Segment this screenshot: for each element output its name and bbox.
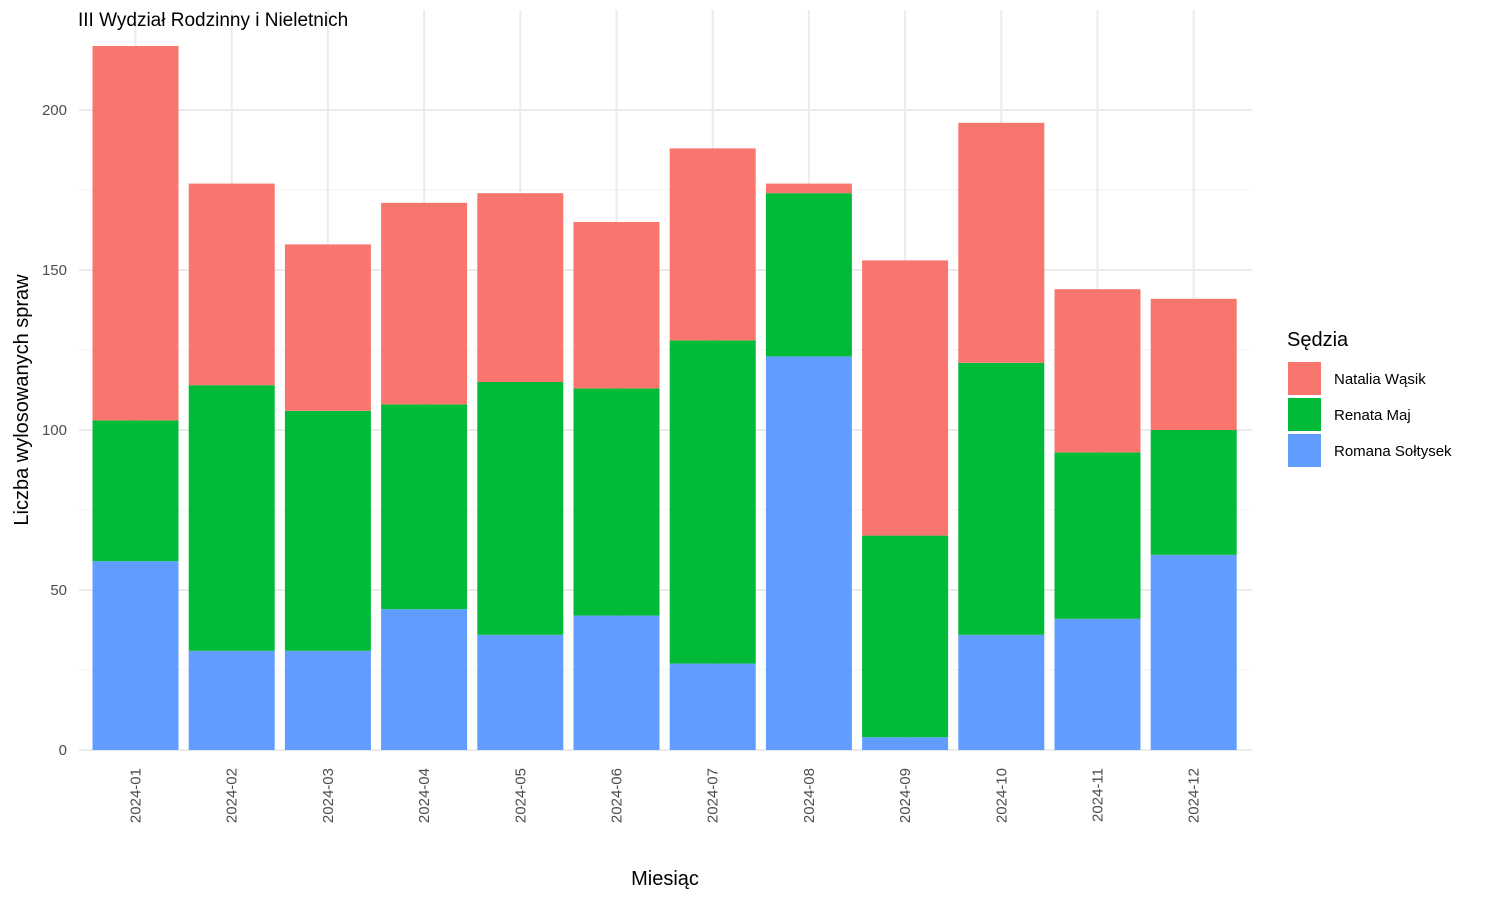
legend: Sędzia Natalia Wąsik Renata Maj Romana Soł… <box>1287 329 1452 467</box>
bar-segment-romana-sołtysek: Romana Sołtysek 2024-05: 36 <box>477 634 564 750</box>
legend-title: Sędzia <box>1287 329 1349 351</box>
legend-swatch <box>1288 434 1321 467</box>
bar-segment-natalia-wąsik: Natalia Wąsik 2024-12: 41 <box>1150 298 1237 430</box>
y-tick-label: 100 <box>42 422 67 439</box>
bar-segment-renata-maj: Renata Maj 2024-12: 39 <box>1150 430 1237 555</box>
bar-segment-renata-maj: Renata Maj 2024-11: 52 <box>1054 452 1141 619</box>
bar-segment-natalia-wąsik: Natalia Wąsik 2024-07: 60 <box>669 148 756 341</box>
x-tick-label: 2024-08 <box>801 768 818 823</box>
bar-segment-natalia-wąsik: Natalia Wąsik 2024-10: 75 <box>958 122 1045 363</box>
x-tick-label: 2024-10 <box>993 768 1010 823</box>
x-tick-label: 2024-09 <box>897 768 914 823</box>
bar-segment-romana-sołtysek: Romana Sołtysek 2024-07: 27 <box>669 663 756 750</box>
bar-segment-renata-maj: Renata Maj 2024-10: 85 <box>958 362 1045 635</box>
legend-label: Renata Maj <box>1334 407 1411 424</box>
bar-segment-renata-maj: Renata Maj 2024-04: 64 <box>381 404 468 610</box>
bar-segment-romana-sołtysek: Romana Sołtysek 2024-03: 31 <box>284 650 371 750</box>
x-tick-label: 2024-06 <box>609 768 626 823</box>
bar-segment-romana-sołtysek: Romana Sołtysek 2024-10: 36 <box>958 634 1045 750</box>
x-tick-label: 2024-12 <box>1186 768 1203 823</box>
bar-segment-romana-sołtysek: Romana Sołtysek 2024-02: 31 <box>188 650 275 750</box>
bar-segment-natalia-wąsik: Natalia Wąsik 2024-04: 63 <box>381 202 468 405</box>
y-tick-label: 50 <box>50 582 67 599</box>
bar-segment-renata-maj: Renata Maj 2024-02: 83 <box>188 385 275 651</box>
bar-segment-renata-maj: Renata Maj 2024-06: 71 <box>573 388 660 616</box>
bar-segment-romana-sołtysek: Romana Sołtysek 2024-12: 61 <box>1150 554 1237 750</box>
bar-segment-romana-sołtysek: Romana Sołtysek 2024-11: 41 <box>1054 618 1141 750</box>
bar-segment-renata-maj: Renata Maj 2024-05: 79 <box>477 382 564 635</box>
chart-title: III Wydział Rodzinny i Nieletnich <box>78 10 348 31</box>
bar-segment-romana-sołtysek: Romana Sołtysek 2024-04: 44 <box>381 609 468 750</box>
bar-segment-renata-maj: Renata Maj 2024-01: 44 <box>92 420 179 562</box>
bar-segment-natalia-wąsik: Natalia Wąsik 2024-05: 59 <box>477 193 564 382</box>
bar-segment-renata-maj: Renata Maj 2024-07: 101 <box>669 340 756 664</box>
bar-segment-natalia-wąsik: Natalia Wąsik 2024-11: 51 <box>1054 289 1141 453</box>
bar-segment-natalia-wąsik: Natalia Wąsik 2024-06: 52 <box>573 222 660 389</box>
x-tick-label: 2024-04 <box>416 768 433 823</box>
x-tick-label: 2024-03 <box>320 768 337 823</box>
bar-segment-renata-maj: Renata Maj 2024-08: 51 <box>765 193 852 357</box>
y-axis-title: Liczba wylosowanych spraw <box>11 274 33 526</box>
x-tick-label: 2024-05 <box>512 768 529 823</box>
x-tick-label: 2024-11 <box>1090 768 1107 822</box>
legend-swatch <box>1288 398 1321 431</box>
legend-label: Romana Sołtysek <box>1334 443 1452 460</box>
y-tick-label: 200 <box>42 102 67 119</box>
bar-segment-natalia-wąsik: Natalia Wąsik 2024-09: 86 <box>862 260 949 536</box>
bar-segment-natalia-wąsik: Natalia Wąsik 2024-01: 117 <box>92 46 179 421</box>
axis-layer: 0 50 100 150 200 2024-01 2024-02 2024-03 2024-04… <box>42 102 1203 823</box>
bar-segment-renata-maj: Renata Maj 2024-09: 63 <box>862 535 949 738</box>
x-tick-label: 2024-02 <box>224 768 241 823</box>
bar-segment-romana-sołtysek: Romana Sołtysek 2024-06: 42 <box>573 615 660 750</box>
bar-segment-romana-sołtysek: Romana Sołtysek 2024-09: 4 <box>862 737 949 750</box>
legend-label: Natalia Wąsik <box>1334 371 1426 388</box>
bar-segment-romana-sołtysek: Romana Sołtysek 2024-01: 59 <box>92 561 179 750</box>
y-tick-label: 0 <box>59 742 67 759</box>
bar-segment-renata-maj: Renata Maj 2024-03: 75 <box>284 410 371 651</box>
bar-segment-natalia-wąsik: Natalia Wąsik 2024-08: 3 <box>765 183 852 194</box>
x-tick-label: 2024-07 <box>705 768 722 823</box>
x-tick-label: 2024-01 <box>128 768 145 823</box>
bar-segment-romana-sołtysek: Romana Sołtysek 2024-08: 123 <box>765 356 852 750</box>
x-axis-title: Miesiąc <box>631 868 699 890</box>
bar-segment-natalia-wąsik: Natalia Wąsik 2024-03: 52 <box>284 244 371 411</box>
bar-segment-natalia-wąsik: Natalia Wąsik 2024-02: 63 <box>188 183 275 386</box>
bars-layer: Romana Sołtysek 2024-01: 59Renata Maj 20… <box>92 46 1237 750</box>
y-tick-label: 150 <box>42 262 67 279</box>
legend-swatch <box>1288 362 1321 395</box>
